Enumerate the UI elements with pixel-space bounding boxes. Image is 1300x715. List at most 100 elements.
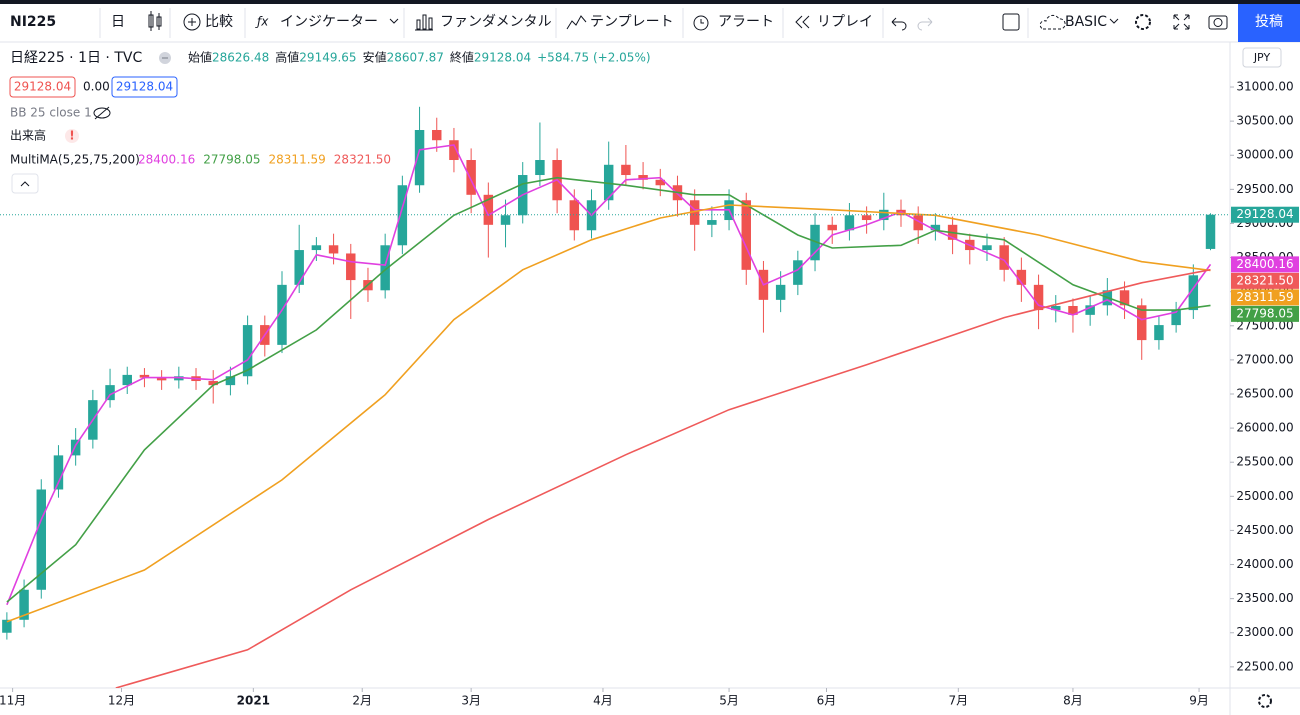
- layout-name[interactable]: BASIC: [1065, 14, 1107, 30]
- plot-area: [0, 106, 1230, 688]
- candle-body: [19, 589, 29, 620]
- y-tick-label: 22500.00: [1236, 659, 1293, 673]
- warning-badge[interactable]: [65, 129, 79, 143]
- legend: 日経225 · 1日 · TVC 始値 28626.48 高値 29149.65 安値 2…: [9, 50, 651, 194]
- candle-body: [1171, 310, 1181, 326]
- x-tick-label: 5月: [719, 694, 739, 708]
- symbol[interactable]: NI225: [10, 14, 56, 30]
- y-tick-label: 30500.00: [1236, 114, 1293, 128]
- alert[interactable]: アラート: [718, 14, 774, 30]
- hidden-icon[interactable]: [93, 106, 111, 120]
- candle-body: [1051, 305, 1061, 311]
- price-tag-label: 29128.04: [1236, 207, 1293, 221]
- price-tag: [1231, 272, 1299, 289]
- candle-body: [432, 129, 442, 141]
- ohlc-label: 始値: [188, 50, 212, 65]
- candle-body: [380, 245, 390, 291]
- chart: 22500.00 23000.00 23500.00 24000.00 24500.00…: [0, 42, 1300, 715]
- candle-body: [122, 374, 132, 386]
- templates[interactable]: テンプレート: [590, 14, 674, 30]
- publish[interactable]: 投稿: [1255, 14, 1283, 30]
- template-icon[interactable]: [566, 15, 587, 30]
- spread: 0.00: [83, 80, 110, 94]
- dropdown[interactable]: [389, 18, 399, 24]
- ohlc-label: 安値: [363, 50, 387, 65]
- candle-body: [36, 489, 46, 590]
- candle-body: [70, 439, 81, 456]
- ohlc-value: 29128.04: [474, 51, 531, 65]
- candle-body: [638, 175, 648, 180]
- candle-body: [156, 377, 167, 381]
- price-tag-label: 28311.59: [1236, 290, 1293, 304]
- candle-body: [569, 200, 580, 231]
- ask: 29128.04: [116, 80, 173, 94]
- candle-body: [707, 220, 717, 225]
- dropdown[interactable]: [1109, 18, 1119, 24]
- settings[interactable]: [1135, 14, 1151, 30]
- price-tag-label: 27798.05: [1236, 306, 1293, 320]
- x-tick-label: 6月: [817, 694, 837, 708]
- candle-body: [1188, 275, 1199, 311]
- alert-icon[interactable]: [693, 15, 709, 31]
- y-tick-label: 31000.00: [1236, 80, 1293, 94]
- x-tick-label: 4月: [593, 694, 613, 708]
- x-tick-label: 9月: [1189, 694, 1209, 708]
- y-tick-label: 25000.00: [1236, 489, 1293, 503]
- bid-box[interactable]: [9, 76, 76, 98]
- fullscreen[interactable]: [1173, 14, 1190, 30]
- fx-icon[interactable]: ƒx: [255, 15, 269, 29]
- candle-body: [328, 245, 339, 254]
- candle-body: [603, 164, 614, 201]
- replay-icon[interactable]: [795, 15, 810, 29]
- x-tick-label: 8月: [1063, 694, 1083, 708]
- fundamentals[interactable]: ファンダメンタル: [440, 14, 552, 30]
- candle-body: [999, 245, 1009, 270]
- collapse-button[interactable]: [11, 173, 39, 194]
- candle-body: [982, 245, 992, 251]
- volume-indicator: 出来高: [10, 128, 46, 143]
- candle-body: [621, 164, 631, 176]
- ma-value: 28400.16: [138, 153, 195, 167]
- y-tick-label: 25500.00: [1236, 455, 1293, 469]
- replay[interactable]: リプレイ: [817, 14, 873, 30]
- candle-body: [827, 224, 837, 231]
- snapshot[interactable]: [1208, 15, 1228, 30]
- y-tick-label: 24500.00: [1236, 523, 1293, 537]
- interval[interactable]: 日: [111, 14, 125, 30]
- fund-icon[interactable]: [415, 14, 433, 31]
- ma-value: 28311.59: [269, 153, 326, 167]
- y-tick-label: 30000.00: [1236, 148, 1293, 162]
- redo[interactable]: [917, 17, 933, 31]
- candle-body: [655, 179, 666, 186]
- compare[interactable]: 比較: [205, 14, 233, 30]
- currency-box[interactable]: [1242, 47, 1282, 68]
- moving-average: [6, 176, 1211, 603]
- publish-button[interactable]: [1238, 4, 1300, 42]
- candle-icon[interactable]: [148, 11, 162, 31]
- candle-body: [466, 160, 476, 195]
- price-tag: [1231, 289, 1299, 306]
- candle-body: [277, 284, 287, 345]
- candle-body: [930, 224, 941, 231]
- y-tick-label: 23500.00: [1236, 591, 1293, 605]
- ohlc-value: 28607.87: [387, 51, 444, 65]
- cloud-icon[interactable]: [1039, 14, 1066, 30]
- candle-body: [1085, 305, 1095, 315]
- undo[interactable]: [891, 17, 907, 31]
- candle-body: [53, 455, 64, 490]
- candle-body: [483, 194, 494, 225]
- layout-icon[interactable]: [1002, 13, 1020, 31]
- indicators[interactable]: インジケーター: [280, 14, 378, 30]
- candle-body: [1154, 325, 1164, 341]
- price-tag: [1231, 305, 1299, 322]
- x-tick-label: 2021: [237, 694, 270, 708]
- moving-average: [115, 268, 1211, 688]
- moving-average: [6, 144, 1212, 606]
- candle-body: [535, 160, 545, 176]
- ask-box[interactable]: [111, 76, 178, 98]
- candle-body: [1119, 290, 1130, 306]
- axis-settings[interactable]: [1258, 694, 1272, 708]
- compare-icon[interactable]: [183, 13, 201, 31]
- multima-indicator: MultiMA(5,25,75,200): [10, 153, 140, 167]
